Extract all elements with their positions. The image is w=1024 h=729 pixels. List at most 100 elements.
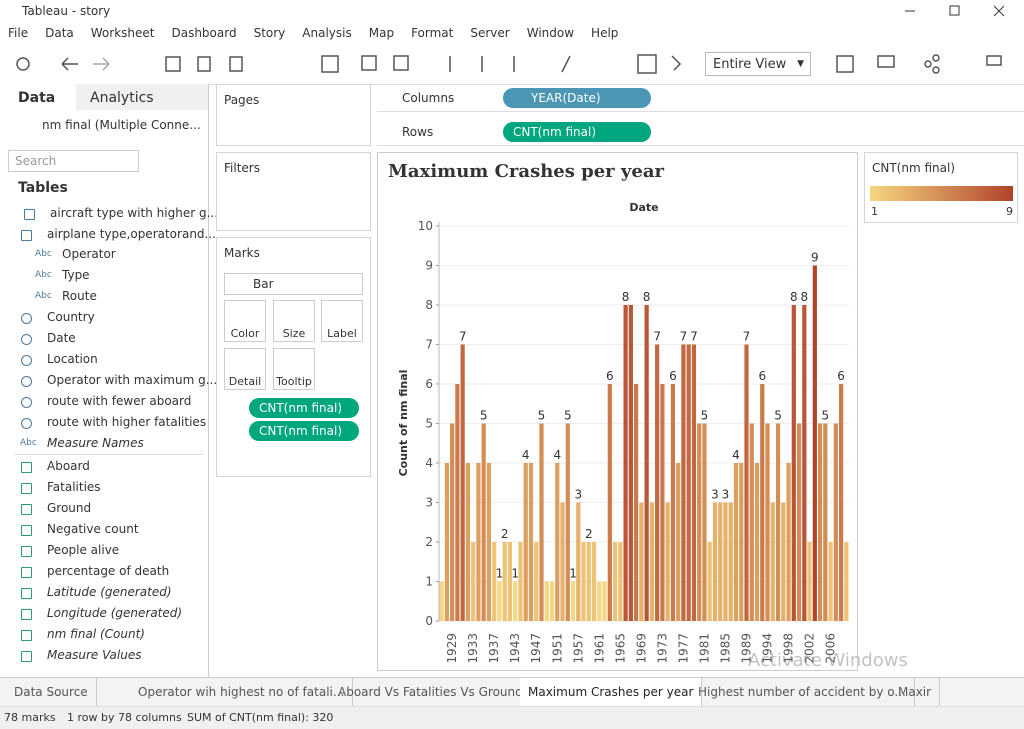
field-item[interactable]: Measure Names	[47, 436, 144, 450]
data-label: 9	[811, 251, 819, 265]
bar	[439, 581, 444, 621]
bar	[623, 305, 628, 621]
bar	[655, 344, 660, 621]
field-item[interactable]: route with fewer aboard	[47, 394, 192, 408]
sheet-tab[interactable]: Maximum Crashes per year	[520, 678, 703, 706]
field-item[interactable]: Latitude (generated)	[47, 585, 172, 599]
sheet-tab[interactable]: Maxir	[890, 678, 941, 706]
mark-type-dropdown[interactable]: Bar	[224, 273, 363, 295]
bar	[707, 542, 712, 621]
bar	[471, 542, 476, 621]
menu-item[interactable]: Dashboard	[171, 26, 237, 40]
type-icon: Abc	[35, 249, 52, 259]
x-tick-label: 1977	[676, 633, 690, 664]
menu-item[interactable]: Story	[253, 26, 286, 40]
data-tab[interactable]: Data	[18, 90, 56, 106]
menu-item[interactable]: Data	[45, 26, 74, 40]
menu-item[interactable]: Format	[411, 26, 454, 40]
field-item[interactable]: Longitude (generated)	[47, 606, 183, 620]
tooltip-button[interactable]: Tooltip	[273, 348, 315, 390]
type-icon: Abc	[20, 438, 37, 448]
bar	[523, 463, 528, 621]
bar	[770, 502, 775, 621]
columns-pill-text: YEAR(Date)	[531, 91, 601, 105]
type-icon	[21, 313, 32, 324]
field-item[interactable]: Measure Values	[47, 648, 142, 662]
data-label: 7	[743, 330, 751, 344]
field-item[interactable]: Fatalities	[47, 480, 101, 494]
field-item[interactable]: People alive	[47, 543, 120, 557]
x-tick-label: 1943	[508, 633, 522, 664]
rows-pill[interactable]: CNT(nm final)	[503, 122, 651, 142]
y-tick-label: 1	[425, 575, 433, 589]
sheet-tab[interactable]: Operator wih highest no of fatali...	[130, 678, 354, 706]
label-button[interactable]: Label	[321, 300, 363, 342]
field-item[interactable]: Date	[47, 331, 76, 345]
type-icon	[24, 209, 35, 220]
search-box[interactable]: Search	[8, 150, 139, 172]
field-item[interactable]: route with higher fatalities	[47, 415, 207, 429]
label-label: Label	[327, 327, 357, 340]
label-pill[interactable]: CNT(nm final)	[249, 421, 359, 441]
tables-heading: Tables	[18, 180, 68, 196]
color-button[interactable]: Color	[224, 300, 266, 342]
field-item[interactable]: Country	[47, 310, 95, 324]
menu-item[interactable]: Server	[470, 26, 510, 40]
x-tick-label: 1989	[740, 633, 754, 664]
color-pill[interactable]: CNT(nm final)	[249, 398, 359, 418]
menu-item[interactable]: Window	[526, 26, 575, 40]
field-item[interactable]: Operator with maximum g...	[47, 373, 218, 387]
bar	[739, 463, 744, 621]
field-item[interactable]: percentage of death	[47, 564, 170, 578]
menu-item[interactable]: File	[8, 26, 29, 40]
sheet-tab[interactable]: Aboard Vs Fatalities Vs Ground	[330, 678, 532, 706]
bar	[765, 423, 770, 621]
y-tick-label: 3	[425, 496, 433, 510]
menu-item[interactable]: Help	[591, 26, 619, 40]
x-tick-label: 1965	[613, 633, 627, 664]
menu-item[interactable]: Map	[368, 26, 395, 40]
menu-item[interactable]: Analysis	[302, 26, 352, 40]
field-item[interactable]: Ground	[47, 501, 92, 515]
bar	[528, 463, 534, 621]
data-label: 1	[569, 567, 577, 581]
field-item[interactable]: Location	[47, 352, 98, 366]
bar	[723, 502, 728, 621]
detail-button[interactable]: Detail	[224, 348, 266, 390]
toolbar-icons[interactable]	[0, 44, 700, 84]
data-source[interactable]: nm final (Multiple Conne...	[42, 118, 201, 132]
data-label: 8	[790, 290, 798, 304]
marks-card: Marks Bar Color Size Label Detail Toolti…	[216, 237, 371, 477]
menu-item[interactable]: Worksheet	[90, 26, 155, 40]
analytics-tab[interactable]: Analytics	[90, 90, 154, 106]
sheet-tab[interactable]: Highest number of accident by o...	[690, 678, 915, 706]
bar	[760, 384, 765, 621]
bar	[665, 502, 670, 621]
field-item[interactable]: nm final (Count)	[47, 627, 145, 641]
color-label: Color	[230, 327, 260, 340]
field-item[interactable]: Operator	[62, 247, 116, 261]
type-icon	[21, 609, 32, 620]
columns-pill[interactable]: YEAR(Date)	[503, 88, 651, 108]
x-tick-label: 1961	[592, 633, 606, 664]
bar	[628, 305, 633, 621]
type-icon	[21, 397, 32, 408]
sheet-tab[interactable]: Data Source	[6, 678, 97, 706]
color-legend: CNT(nm final) 1 9	[864, 152, 1018, 223]
bar	[807, 542, 812, 621]
field-item[interactable]: Type	[62, 268, 90, 282]
field-item[interactable]: Route	[62, 289, 97, 303]
field-item[interactable]: Aboard	[47, 459, 90, 473]
window-controls[interactable]	[895, 0, 1024, 22]
size-button[interactable]: Size	[273, 300, 315, 342]
marks-title: Marks	[224, 246, 260, 260]
x-tick-label: 1929	[445, 633, 459, 664]
field-item[interactable]: airplane type,operatorand...	[47, 226, 216, 241]
field-item[interactable]: Negative count	[47, 522, 139, 536]
field-item[interactable]: aircraft type with higher g...	[50, 206, 219, 220]
status-bar: 78 marks 1 row by 78 columns SUM of CNT(…	[0, 706, 1024, 729]
bar	[586, 542, 591, 621]
x-tick-label: 1957	[571, 633, 585, 664]
view-dropdown[interactable]: Entire View ▼	[705, 52, 811, 76]
toolbar-icons-right[interactable]	[830, 44, 1024, 84]
